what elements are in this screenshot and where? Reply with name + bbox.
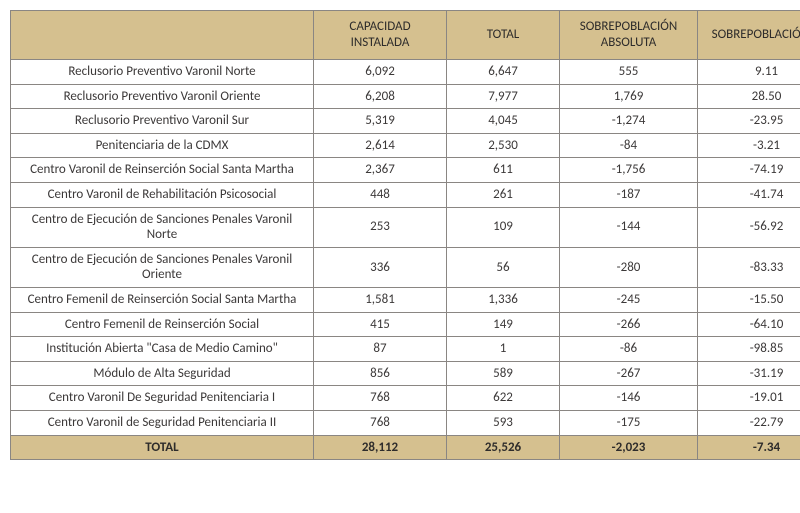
- cell-name: Centro Femenil de Reinserción Social San…: [11, 287, 314, 312]
- cell-name: Centro Varonil De Seguridad Penitenciari…: [11, 386, 314, 411]
- cell-cap: 2,614: [314, 133, 447, 158]
- cell-pct: -23.95: [698, 109, 800, 134]
- table-row: Centro Femenil de Reinserción Social San…: [11, 287, 800, 312]
- cell-pct: -22.79: [698, 410, 800, 435]
- cell-cap: 253: [314, 207, 447, 247]
- table-row: Centro Femenil de Reinserción Social4151…: [11, 312, 800, 337]
- table-row: Centro Varonil de Seguridad Penitenciari…: [11, 410, 800, 435]
- table-row: Centro de Ejecución de Sanciones Penales…: [11, 207, 800, 247]
- cell-abs: -1,756: [560, 158, 698, 183]
- header-row: CAPACIDAD INSTALADA TOTAL SOBREPOBLACIÓN…: [11, 11, 800, 60]
- cell-name: Centro Varonil de Seguridad Penitenciari…: [11, 410, 314, 435]
- col-overpop-abs: SOBREPOBLACIÓN ABSOLUTA: [560, 11, 698, 60]
- footer-row: TOTAL 28,112 25,526 -2,023 -7.34: [11, 435, 800, 460]
- cell-abs: -84: [560, 133, 698, 158]
- col-overpop-pct: SOBREPOBLACIÓN %: [698, 11, 800, 60]
- table-row: Penitenciaria de la CDMX2,6142,530-84-3.…: [11, 133, 800, 158]
- footer-label: TOTAL: [11, 435, 314, 460]
- cell-total: 593: [447, 410, 560, 435]
- cell-total: 109: [447, 207, 560, 247]
- cell-total: 7,977: [447, 84, 560, 109]
- cell-total: 589: [447, 361, 560, 386]
- cell-pct: -83.33: [698, 247, 800, 287]
- cell-abs: 555: [560, 60, 698, 85]
- cell-cap: 448: [314, 182, 447, 207]
- table-row: Centro Varonil de Reinserción Social San…: [11, 158, 800, 183]
- footer-cap: 28,112: [314, 435, 447, 460]
- cell-total: 149: [447, 312, 560, 337]
- table-row: Reclusorio Preventivo Varonil Sur5,3194,…: [11, 109, 800, 134]
- cell-abs: -144: [560, 207, 698, 247]
- cell-name: Centro Varonil de Rehabilitación Psicoso…: [11, 182, 314, 207]
- cell-total: 261: [447, 182, 560, 207]
- cell-pct: -3.21: [698, 133, 800, 158]
- table-row: Reclusorio Preventivo Varonil Norte6,092…: [11, 60, 800, 85]
- prison-population-table: CAPACIDAD INSTALADA TOTAL SOBREPOBLACIÓN…: [10, 10, 800, 460]
- cell-name: Centro de Ejecución de Sanciones Penales…: [11, 207, 314, 247]
- footer-total: 25,526: [447, 435, 560, 460]
- cell-name: Centro Varonil de Reinserción Social San…: [11, 158, 314, 183]
- cell-name: Reclusorio Preventivo Varonil Sur: [11, 109, 314, 134]
- table-row: Centro Varonil De Seguridad Penitenciari…: [11, 386, 800, 411]
- col-capacity: CAPACIDAD INSTALADA: [314, 11, 447, 60]
- cell-name: Institución Abierta "Casa de Medio Camin…: [11, 337, 314, 362]
- cell-cap: 2,367: [314, 158, 447, 183]
- cell-total: 622: [447, 386, 560, 411]
- cell-total: 2,530: [447, 133, 560, 158]
- footer-pct: -7.34: [698, 435, 800, 460]
- cell-pct: -31.19: [698, 361, 800, 386]
- cell-name: Módulo de Alta Seguridad: [11, 361, 314, 386]
- cell-pct: -15.50: [698, 287, 800, 312]
- table-row: Centro de Ejecución de Sanciones Penales…: [11, 247, 800, 287]
- cell-abs: 1,769: [560, 84, 698, 109]
- cell-pct: -74.19: [698, 158, 800, 183]
- cell-name: Reclusorio Preventivo Varonil Oriente: [11, 84, 314, 109]
- cell-cap: 768: [314, 410, 447, 435]
- cell-name: Reclusorio Preventivo Varonil Norte: [11, 60, 314, 85]
- cell-cap: 856: [314, 361, 447, 386]
- cell-cap: 5,319: [314, 109, 447, 134]
- cell-total: 6,647: [447, 60, 560, 85]
- cell-abs: -175: [560, 410, 698, 435]
- cell-abs: -146: [560, 386, 698, 411]
- cell-pct: -56.92: [698, 207, 800, 247]
- cell-cap: 87: [314, 337, 447, 362]
- col-name: [11, 11, 314, 60]
- cell-abs: -267: [560, 361, 698, 386]
- table-row: Centro Varonil de Rehabilitación Psicoso…: [11, 182, 800, 207]
- table-row: Reclusorio Preventivo Varonil Oriente6,2…: [11, 84, 800, 109]
- table-row: Módulo de Alta Seguridad856589-267-31.19: [11, 361, 800, 386]
- cell-cap: 6,092: [314, 60, 447, 85]
- footer-abs: -2,023: [560, 435, 698, 460]
- cell-total: 1: [447, 337, 560, 362]
- cell-pct: -19.01: [698, 386, 800, 411]
- cell-total: 4,045: [447, 109, 560, 134]
- cell-pct: -64.10: [698, 312, 800, 337]
- cell-name: Centro Femenil de Reinserción Social: [11, 312, 314, 337]
- cell-total: 611: [447, 158, 560, 183]
- col-total: TOTAL: [447, 11, 560, 60]
- cell-name: Centro de Ejecución de Sanciones Penales…: [11, 247, 314, 287]
- cell-cap: 336: [314, 247, 447, 287]
- cell-pct: 9.11: [698, 60, 800, 85]
- cell-cap: 768: [314, 386, 447, 411]
- cell-abs: -245: [560, 287, 698, 312]
- cell-name: Penitenciaria de la CDMX: [11, 133, 314, 158]
- cell-cap: 1,581: [314, 287, 447, 312]
- cell-abs: -187: [560, 182, 698, 207]
- cell-abs: -280: [560, 247, 698, 287]
- table-row: Institución Abierta "Casa de Medio Camin…: [11, 337, 800, 362]
- cell-total: 1,336: [447, 287, 560, 312]
- cell-abs: -86: [560, 337, 698, 362]
- cell-cap: 415: [314, 312, 447, 337]
- cell-pct: -41.74: [698, 182, 800, 207]
- cell-pct: -98.85: [698, 337, 800, 362]
- cell-abs: -1,274: [560, 109, 698, 134]
- cell-abs: -266: [560, 312, 698, 337]
- cell-cap: 6,208: [314, 84, 447, 109]
- cell-pct: 28.50: [698, 84, 800, 109]
- cell-total: 56: [447, 247, 560, 287]
